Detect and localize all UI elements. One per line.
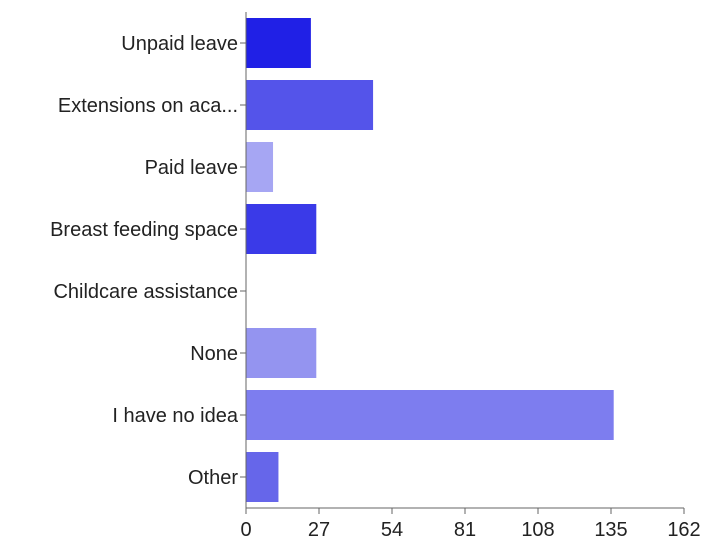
category-label: Other: [188, 467, 238, 489]
x-tick-label: 108: [521, 519, 554, 541]
bar: [246, 204, 317, 254]
x-tick-label: 135: [594, 519, 627, 541]
category-label: Extensions on aca...: [58, 95, 238, 117]
x-tick-label: 54: [381, 519, 403, 541]
category-label: Childcare assistance: [53, 281, 238, 303]
bar: [246, 328, 317, 378]
category-label: None: [190, 343, 238, 365]
category-labels: Unpaid leave Extensions on aca... Paid lea…: [50, 33, 246, 489]
x-axis: 0 27 54 81 108 135 162: [240, 507, 701, 541]
bar: [246, 80, 374, 130]
bar: [246, 18, 311, 68]
category-label: Breast feeding space: [50, 219, 238, 241]
bars-group: [246, 18, 614, 502]
bar: [246, 142, 274, 192]
x-tick-label: 162: [667, 519, 700, 541]
category-label: Unpaid leave: [121, 33, 238, 55]
category-label: Paid leave: [145, 157, 238, 179]
x-tick-label: 0: [240, 519, 251, 541]
bar: [246, 390, 614, 440]
category-label: I have no idea: [112, 405, 239, 427]
x-tick-label: 81: [454, 519, 476, 541]
bar: [246, 452, 279, 502]
x-tick-label: 27: [308, 519, 330, 541]
